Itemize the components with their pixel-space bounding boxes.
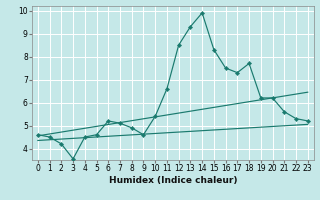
- X-axis label: Humidex (Indice chaleur): Humidex (Indice chaleur): [108, 176, 237, 185]
